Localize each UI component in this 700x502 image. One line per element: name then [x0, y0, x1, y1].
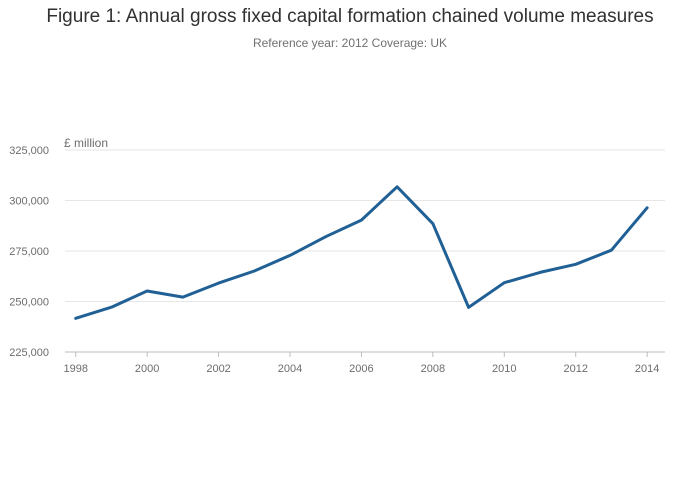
x-tick-label: 2004	[278, 363, 302, 375]
y-tick-label: 225,000	[9, 347, 49, 359]
data-point	[395, 185, 399, 188]
x-tick-label: 2014	[635, 363, 659, 375]
data-point	[74, 317, 77, 320]
data-point	[574, 263, 577, 266]
data-point	[217, 281, 220, 285]
x-axis: 1998 2000 2002 2004 2006 2008 2010 2012 2014	[63, 352, 659, 375]
x-tick-label: 2002	[206, 363, 230, 375]
x-tick-label: 2008	[421, 363, 445, 375]
x-tick-label: 2010	[492, 363, 516, 375]
data-point	[324, 235, 327, 238]
series-line	[74, 185, 649, 320]
data-point	[431, 222, 435, 225]
data-point	[610, 248, 613, 252]
data-point	[503, 281, 506, 284]
x-tick-label: 1998	[63, 363, 87, 375]
data-point	[645, 206, 649, 209]
chart-subtitle: Reference year: 2012 Coverage: UK	[252, 36, 448, 50]
y-tick-label: 300,000	[9, 196, 49, 208]
data-point	[538, 271, 542, 274]
gridlines	[65, 149, 665, 353]
y-axis: 225,000 250,000 275,000 300,000 325,000	[9, 145, 49, 359]
series-group	[74, 185, 649, 320]
data-point	[360, 218, 363, 222]
y-axis-unit-label: £ million	[64, 136, 108, 150]
chart-title: Figure 1: Annual gross fixed capital for…	[46, 6, 654, 27]
data-point	[145, 289, 149, 293]
y-tick-label: 250,000	[9, 297, 49, 309]
data-point	[181, 295, 185, 299]
y-tick-label: 325,000	[9, 145, 49, 157]
x-tick-label: 2006	[349, 363, 373, 375]
data-point	[467, 306, 470, 309]
x-tick-label: 2000	[135, 363, 159, 375]
data-point	[288, 254, 292, 257]
data-point	[253, 269, 256, 273]
x-tick-label: 2012	[563, 363, 587, 375]
data-point	[110, 305, 113, 309]
y-tick-label: 275,000	[9, 246, 49, 258]
